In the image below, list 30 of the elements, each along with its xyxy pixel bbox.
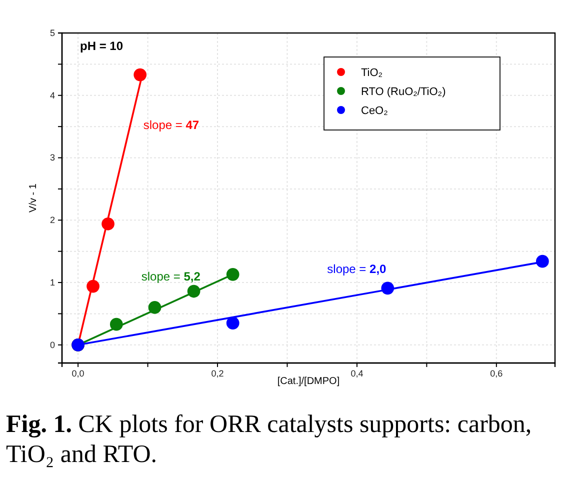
- point: [110, 318, 123, 331]
- legend-label: TiO₂: [361, 67, 383, 79]
- point: [226, 268, 240, 281]
- y-tick-label: 3: [50, 152, 55, 163]
- point: [86, 280, 100, 293]
- annotation: pH = 10: [80, 39, 124, 53]
- point: [226, 316, 240, 330]
- x-axis-title: [Cat.]/[DMPO]: [277, 376, 340, 387]
- y-tick-label: 1: [50, 277, 55, 288]
- x-tick-label: 0,0: [72, 368, 84, 378]
- y-axis-title: V/v - 1: [28, 183, 39, 212]
- annotation: slope = 2,0: [327, 262, 387, 276]
- point: [148, 301, 162, 314]
- y-tick-label: 0: [50, 340, 55, 350]
- legend-label: CeO₂: [361, 105, 388, 117]
- x-tick-label: 0,4: [350, 368, 364, 378]
- annotation: slope = 5,2: [141, 270, 201, 284]
- point: [381, 282, 394, 295]
- y-tick-label: 4: [50, 90, 55, 100]
- x-tick-label: 0,2: [211, 368, 224, 378]
- y-tick-label: 5: [50, 28, 55, 38]
- point: [187, 284, 200, 298]
- point: [102, 217, 114, 230]
- caption: Fig. 1. CK plots for ORR catalysts supports: carbon, TiO₂ and RTO.: [6, 411, 532, 468]
- point: [536, 254, 549, 268]
- x-tick-label: 0,6: [490, 368, 503, 378]
- legend-label: RTO (RuO₂/TiO₂): [361, 86, 446, 98]
- annotation: slope = 47: [143, 118, 200, 132]
- point: [134, 68, 147, 82]
- y-tick-label: 2: [50, 215, 55, 226]
